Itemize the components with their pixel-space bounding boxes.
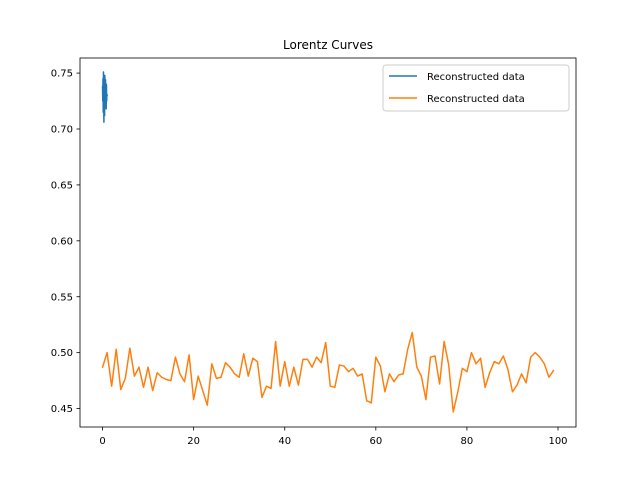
x-tick-label: 20 [187,436,200,447]
x-tick-label: 100 [548,436,567,447]
plot-area [79,57,577,428]
x-tick-label: 60 [369,436,382,447]
y-tick-label: 0.50 [51,348,73,359]
series-line-1 [101,71,108,124]
legend: Reconstructed data Reconstructed data [382,64,570,112]
legend-label-2: Reconstructed data [427,94,525,105]
x-tick-label: 80 [461,436,474,447]
x-tick-label: 40 [278,436,291,447]
legend-label-1: Reconstructed data [427,72,525,83]
axes-frame [79,57,577,428]
chart-title: Lorentz Curves [283,38,373,52]
y-tick-label: 0.60 [51,236,73,247]
y-tick-label: 0.65 [51,181,73,192]
x-axis: 0 20 40 60 80 100 [99,427,568,447]
y-tick-label: 0.70 [51,125,73,136]
y-tick-label: 0.45 [51,404,73,415]
series-line-2 [101,331,555,413]
x-tick-label: 0 [99,436,105,447]
y-axis: 0.45 0.50 0.55 0.60 0.65 0.70 0.75 [51,69,80,415]
legend-box [382,64,570,112]
y-tick-label: 0.55 [51,292,73,303]
y-tick-label: 0.75 [51,69,73,80]
